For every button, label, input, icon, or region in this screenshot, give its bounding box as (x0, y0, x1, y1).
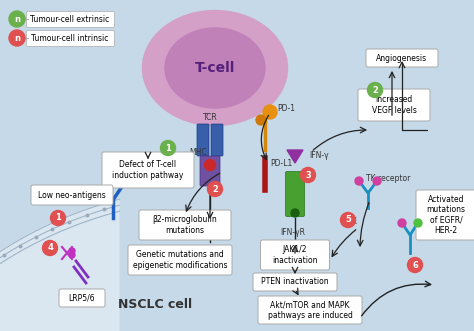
Text: PD-1: PD-1 (277, 104, 295, 113)
Text: NSCLC cell: NSCLC cell (118, 299, 192, 311)
Text: n: n (14, 33, 20, 42)
Text: TCR: TCR (202, 113, 218, 122)
FancyBboxPatch shape (102, 152, 194, 188)
Polygon shape (0, 198, 119, 331)
Text: T-cell: T-cell (195, 61, 235, 75)
Text: 1: 1 (165, 144, 171, 153)
Circle shape (69, 248, 75, 254)
Circle shape (414, 219, 422, 227)
Text: JAK1/2
inactivation: JAK1/2 inactivation (272, 245, 318, 265)
Circle shape (373, 177, 381, 185)
Text: 1: 1 (55, 213, 61, 222)
FancyBboxPatch shape (366, 49, 438, 67)
Circle shape (340, 213, 356, 227)
Text: IFN-γR: IFN-γR (281, 228, 306, 237)
FancyBboxPatch shape (261, 240, 329, 270)
Text: Genetic mutations and
epigenetic modifications: Genetic mutations and epigenetic modific… (133, 250, 227, 270)
Circle shape (9, 30, 25, 46)
FancyBboxPatch shape (27, 12, 115, 27)
Text: 2: 2 (212, 184, 218, 194)
FancyBboxPatch shape (358, 89, 430, 121)
Circle shape (9, 11, 25, 27)
Circle shape (291, 209, 299, 217)
FancyBboxPatch shape (31, 185, 113, 205)
Text: Akt/mTOR and MAPK
pathways are induced: Akt/mTOR and MAPK pathways are induced (267, 300, 353, 320)
FancyBboxPatch shape (285, 171, 304, 216)
Text: Activated
mutations
of EGFR/
HER-2: Activated mutations of EGFR/ HER-2 (427, 195, 465, 235)
Text: 6: 6 (412, 260, 418, 269)
Text: Defect of T-cell
induction pathway: Defect of T-cell induction pathway (112, 160, 184, 180)
Text: Angiogenesis: Angiogenesis (376, 54, 428, 63)
FancyBboxPatch shape (211, 124, 223, 156)
Ellipse shape (263, 105, 277, 119)
FancyBboxPatch shape (59, 289, 105, 307)
FancyBboxPatch shape (139, 210, 231, 240)
Polygon shape (287, 150, 303, 163)
FancyBboxPatch shape (253, 273, 337, 291)
Text: 2: 2 (372, 85, 378, 94)
Circle shape (208, 181, 222, 197)
Text: MHC: MHC (189, 148, 207, 157)
Text: 5: 5 (345, 215, 351, 224)
Circle shape (161, 140, 175, 156)
Ellipse shape (143, 11, 288, 125)
Text: Low neo-antigens: Low neo-antigens (38, 191, 106, 200)
Text: LRP5/6: LRP5/6 (69, 294, 95, 303)
Ellipse shape (165, 28, 265, 108)
Circle shape (204, 160, 216, 170)
Text: Increased
VEGF levels: Increased VEGF levels (372, 95, 417, 115)
Text: Tumour-cell intrinsic: Tumour-cell intrinsic (31, 33, 109, 42)
Text: PTEN inactivation: PTEN inactivation (261, 277, 329, 287)
Text: 4: 4 (47, 244, 53, 253)
Circle shape (398, 219, 406, 227)
Circle shape (367, 82, 383, 98)
Text: TK receptor: TK receptor (366, 173, 410, 182)
Text: β2-microglobulin
mutations: β2-microglobulin mutations (153, 215, 218, 235)
Text: PD-L1: PD-L1 (270, 159, 292, 167)
Circle shape (43, 241, 57, 256)
Circle shape (51, 211, 65, 225)
FancyBboxPatch shape (258, 296, 362, 324)
FancyBboxPatch shape (197, 124, 209, 156)
Text: Tumour-cell extrinsic: Tumour-cell extrinsic (30, 15, 109, 24)
Circle shape (301, 167, 316, 182)
Text: 3: 3 (305, 170, 311, 179)
FancyBboxPatch shape (416, 190, 474, 240)
FancyBboxPatch shape (128, 245, 232, 275)
Text: n: n (14, 15, 20, 24)
Text: PI3K: PI3K (340, 217, 357, 226)
FancyBboxPatch shape (200, 156, 220, 186)
FancyBboxPatch shape (27, 30, 115, 46)
Circle shape (69, 252, 75, 258)
Text: IFN-γ: IFN-γ (309, 151, 328, 160)
Ellipse shape (256, 115, 266, 125)
Circle shape (408, 258, 422, 272)
Circle shape (355, 177, 363, 185)
